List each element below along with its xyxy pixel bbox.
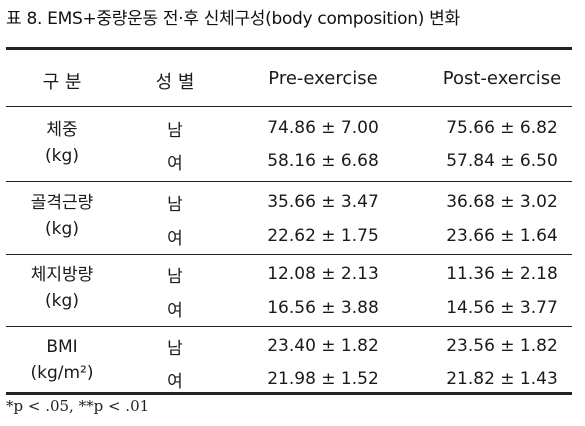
cell-pre: 12.08 ± 2.13	[267, 264, 379, 284]
row-label-skeletal-muscle: 골격근량 (kg)	[31, 190, 94, 242]
cell-sex: 여	[167, 229, 183, 249]
row-label: BMI	[46, 337, 78, 357]
cell-pre: 23.40 ± 1.82	[267, 336, 379, 356]
table-footnote: *p < .05, **p < .01	[6, 397, 150, 415]
cell-post: 23.56 ± 1.82	[446, 336, 558, 356]
header-group: 구 분	[42, 72, 82, 93]
cell-sex: 남	[167, 267, 183, 287]
cell-post: 21.82 ± 1.43	[446, 369, 558, 389]
header-pre-exercise: Pre-exercise	[268, 68, 378, 89]
row-unit: (kg)	[45, 291, 79, 311]
row-label-bmi: BMI (kg/m²)	[30, 334, 93, 386]
table-caption: 표 8. EMS+중량운동 전·후 신체구성(body composition)…	[6, 9, 460, 29]
cell-post: 36.68 ± 3.02	[446, 192, 558, 212]
cell-pre: 58.16 ± 6.68	[267, 151, 379, 171]
cell-sex: 남	[167, 195, 183, 215]
cell-post: 57.84 ± 6.50	[446, 151, 558, 171]
row-label-weight: 체중 (kg)	[45, 117, 79, 169]
cell-sex: 여	[167, 154, 183, 174]
row-unit: (kg/m²)	[30, 363, 94, 383]
row-divider	[6, 254, 572, 255]
table-bottom-rule	[6, 392, 572, 395]
cell-pre: 21.98 ± 1.52	[267, 369, 379, 389]
header-sex: 성 별	[155, 72, 195, 93]
cell-sex: 여	[167, 301, 183, 321]
row-label-body-fat: 체지방량 (kg)	[31, 262, 94, 314]
row-label: 체중	[46, 120, 78, 140]
row-divider	[6, 181, 572, 182]
cell-sex: 남	[167, 121, 183, 141]
header-post-exercise: Post-exercise	[442, 68, 562, 89]
cell-pre: 16.56 ± 3.88	[267, 298, 379, 318]
table-top-rule	[6, 47, 572, 50]
row-unit: (kg)	[45, 219, 79, 239]
row-label: 체지방량	[30, 265, 94, 285]
cell-post: 75.66 ± 6.82	[446, 118, 558, 138]
header-rule	[6, 106, 572, 107]
cell-post: 23.66 ± 1.64	[446, 226, 558, 246]
row-label: 골격근량	[30, 193, 94, 213]
cell-pre: 22.62 ± 1.75	[267, 226, 379, 246]
cell-post: 11.36 ± 2.18	[446, 264, 558, 284]
row-divider	[6, 326, 572, 327]
cell-sex: 남	[167, 339, 183, 359]
row-unit: (kg)	[45, 146, 79, 166]
cell-sex: 여	[167, 372, 183, 392]
cell-pre: 35.66 ± 3.47	[267, 192, 379, 212]
cell-post: 14.56 ± 3.77	[446, 298, 558, 318]
cell-pre: 74.86 ± 7.00	[267, 118, 379, 138]
